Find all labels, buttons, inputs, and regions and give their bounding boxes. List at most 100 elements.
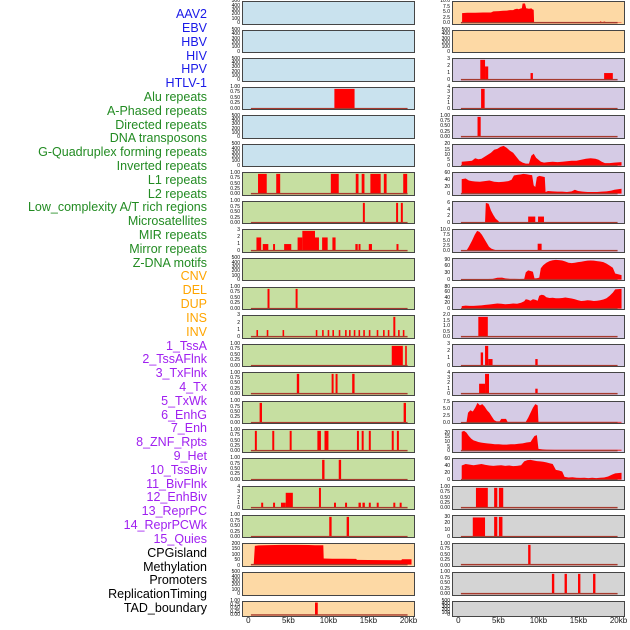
row-label-8-znf-rpts: 8_ZNF_Rpts [136, 435, 207, 450]
y-tick-label: 300 [231, 264, 240, 271]
y-tick-label: 2 [237, 494, 240, 501]
track-signal-plot [243, 573, 414, 595]
track-signal-plot [250, 231, 408, 252]
x-tick-label: 10kb [529, 616, 548, 625]
y-tick-label: 2 [447, 213, 450, 220]
y-tick-label: 20 [444, 300, 450, 307]
y-tick-label: 2 [237, 234, 240, 241]
y-tick-label: 500 [231, 141, 240, 148]
x-tick-label: 15kb [359, 616, 378, 625]
row-label-dna-transposons: DNA transposons [109, 131, 207, 146]
y-tick-label: 500 [231, 255, 240, 262]
y-tick-label: 1.00 [230, 169, 240, 176]
track-signal-plot [250, 374, 408, 395]
y-tick-label: 2.0 [443, 312, 450, 319]
y-tick-label: 0.75 [440, 574, 450, 581]
y-tick-label: 1.00 [230, 84, 240, 91]
y-tick-label: 300 [231, 149, 240, 156]
x-tick-label: 15kb [569, 616, 588, 625]
y-tick-label: 200 [231, 540, 240, 547]
track-signal-plot [243, 145, 414, 167]
y-tick-label: 0.00 [440, 505, 450, 512]
track-8-znf-rpts [452, 429, 625, 453]
y-tick-label: 30 [444, 270, 450, 277]
row-label-mirror-repeats: Mirror repeats [129, 241, 207, 256]
y-tick-label: 400 [441, 600, 450, 607]
track-ins [242, 315, 415, 339]
track-dna-transposons [452, 115, 625, 139]
track-l2-repeats [452, 172, 625, 196]
y-tick-label: 1.00 [230, 283, 240, 290]
y-tick-label: 200 [231, 582, 240, 589]
row-label-aav2: AAV2 [175, 7, 207, 22]
y-tick-label: 100 [231, 72, 240, 79]
y-tick-label: 1 [447, 100, 450, 107]
y-tick-label: 0.50 [230, 437, 240, 444]
y-tick-label: 1.00 [440, 112, 450, 119]
y-tick-label: 3 [237, 226, 240, 233]
y-tick-label: 3 [237, 489, 240, 496]
y-tick-label: 0 [237, 48, 240, 55]
track-13-reprpc [242, 514, 415, 539]
y-tick-label: 100 [231, 158, 240, 165]
row-label-13-reprpc: 13_ReprPC [141, 504, 207, 519]
y-tick-label: 15 [444, 146, 450, 153]
y-tick-label: 0.75 [440, 489, 450, 496]
y-tick-label: 0.50 [230, 94, 240, 101]
y-tick-label: 0.00 [230, 419, 240, 426]
track-mirror-repeats [452, 229, 625, 253]
row-label-hpv: HPV [181, 62, 207, 77]
track-signal-plot [460, 459, 622, 481]
row-label-directed-repeats: Directed repeats [115, 117, 207, 132]
track-z-dna-motifs [242, 257, 415, 282]
y-tick-label: 0.25 [230, 528, 240, 535]
row-label-cnv: CNV [180, 269, 207, 284]
y-tick-label: 0 [447, 277, 450, 283]
y-tick-label: 2 [447, 348, 450, 355]
track-l1-repeats [242, 172, 415, 196]
x-tick-label: 5kb [491, 616, 505, 625]
track-inv [452, 315, 625, 339]
y-tick-label: 0 [447, 219, 450, 226]
track-signal-plot [250, 402, 408, 424]
track-7-enh [242, 429, 415, 453]
y-tick-label: 60 [444, 456, 450, 463]
y-tick-label: 0.50 [230, 294, 240, 301]
row-label-cpgisland: CPGisland [147, 545, 207, 560]
track-signal-plot [243, 259, 414, 281]
track-signal-plot [250, 516, 408, 538]
track-inverted-repeats [452, 143, 625, 168]
y-tick-label: 0.50 [230, 209, 240, 216]
y-tick-label: 0 [447, 533, 450, 540]
y-tick-label: 0 [237, 277, 240, 283]
row-label-inverted-repeats: Inverted repeats [116, 159, 207, 173]
row-label-5-txwk: 5_TxWk [161, 393, 207, 408]
y-tick-label: 1 [237, 326, 240, 333]
y-tick-label: 0.75 [230, 403, 240, 410]
x-tick-label: 5kb [281, 616, 295, 625]
y-tick-label: 0.00 [440, 134, 450, 141]
row-label-replicationtiming: ReplicationTiming [108, 587, 207, 602]
y-tick-label: 2.5 [443, 14, 450, 21]
track-mir-repeats [242, 229, 415, 253]
y-tick-label: 20 [444, 469, 450, 476]
y-tick-label: 0.00 [230, 448, 240, 455]
track-g-quadruplex-forming-repeats [242, 143, 415, 168]
y-tick-label: 1.00 [230, 426, 240, 433]
y-tick-label: 0.75 [230, 203, 240, 210]
y-tick-label: 2 [447, 94, 450, 101]
y-tick-label: 500 [441, 26, 450, 33]
track-replicationtiming [242, 601, 415, 617]
y-tick-label: 100 [441, 609, 450, 616]
row-label-g-quadruplex-forming-repeats: G-Quadruplex forming repeats [38, 145, 207, 160]
track-microsatellites [452, 200, 625, 225]
track-signal-plot [460, 316, 618, 338]
y-tick-label: 20 [444, 184, 450, 191]
y-tick-label: 200 [231, 68, 240, 75]
y-tick-label: 100 [231, 44, 240, 51]
x-tick-label: 0 [456, 616, 461, 625]
y-tick-label: 15 [444, 434, 450, 441]
y-tick-label: 0.50 [230, 605, 240, 612]
y-tick-label: 1.00 [230, 341, 240, 348]
